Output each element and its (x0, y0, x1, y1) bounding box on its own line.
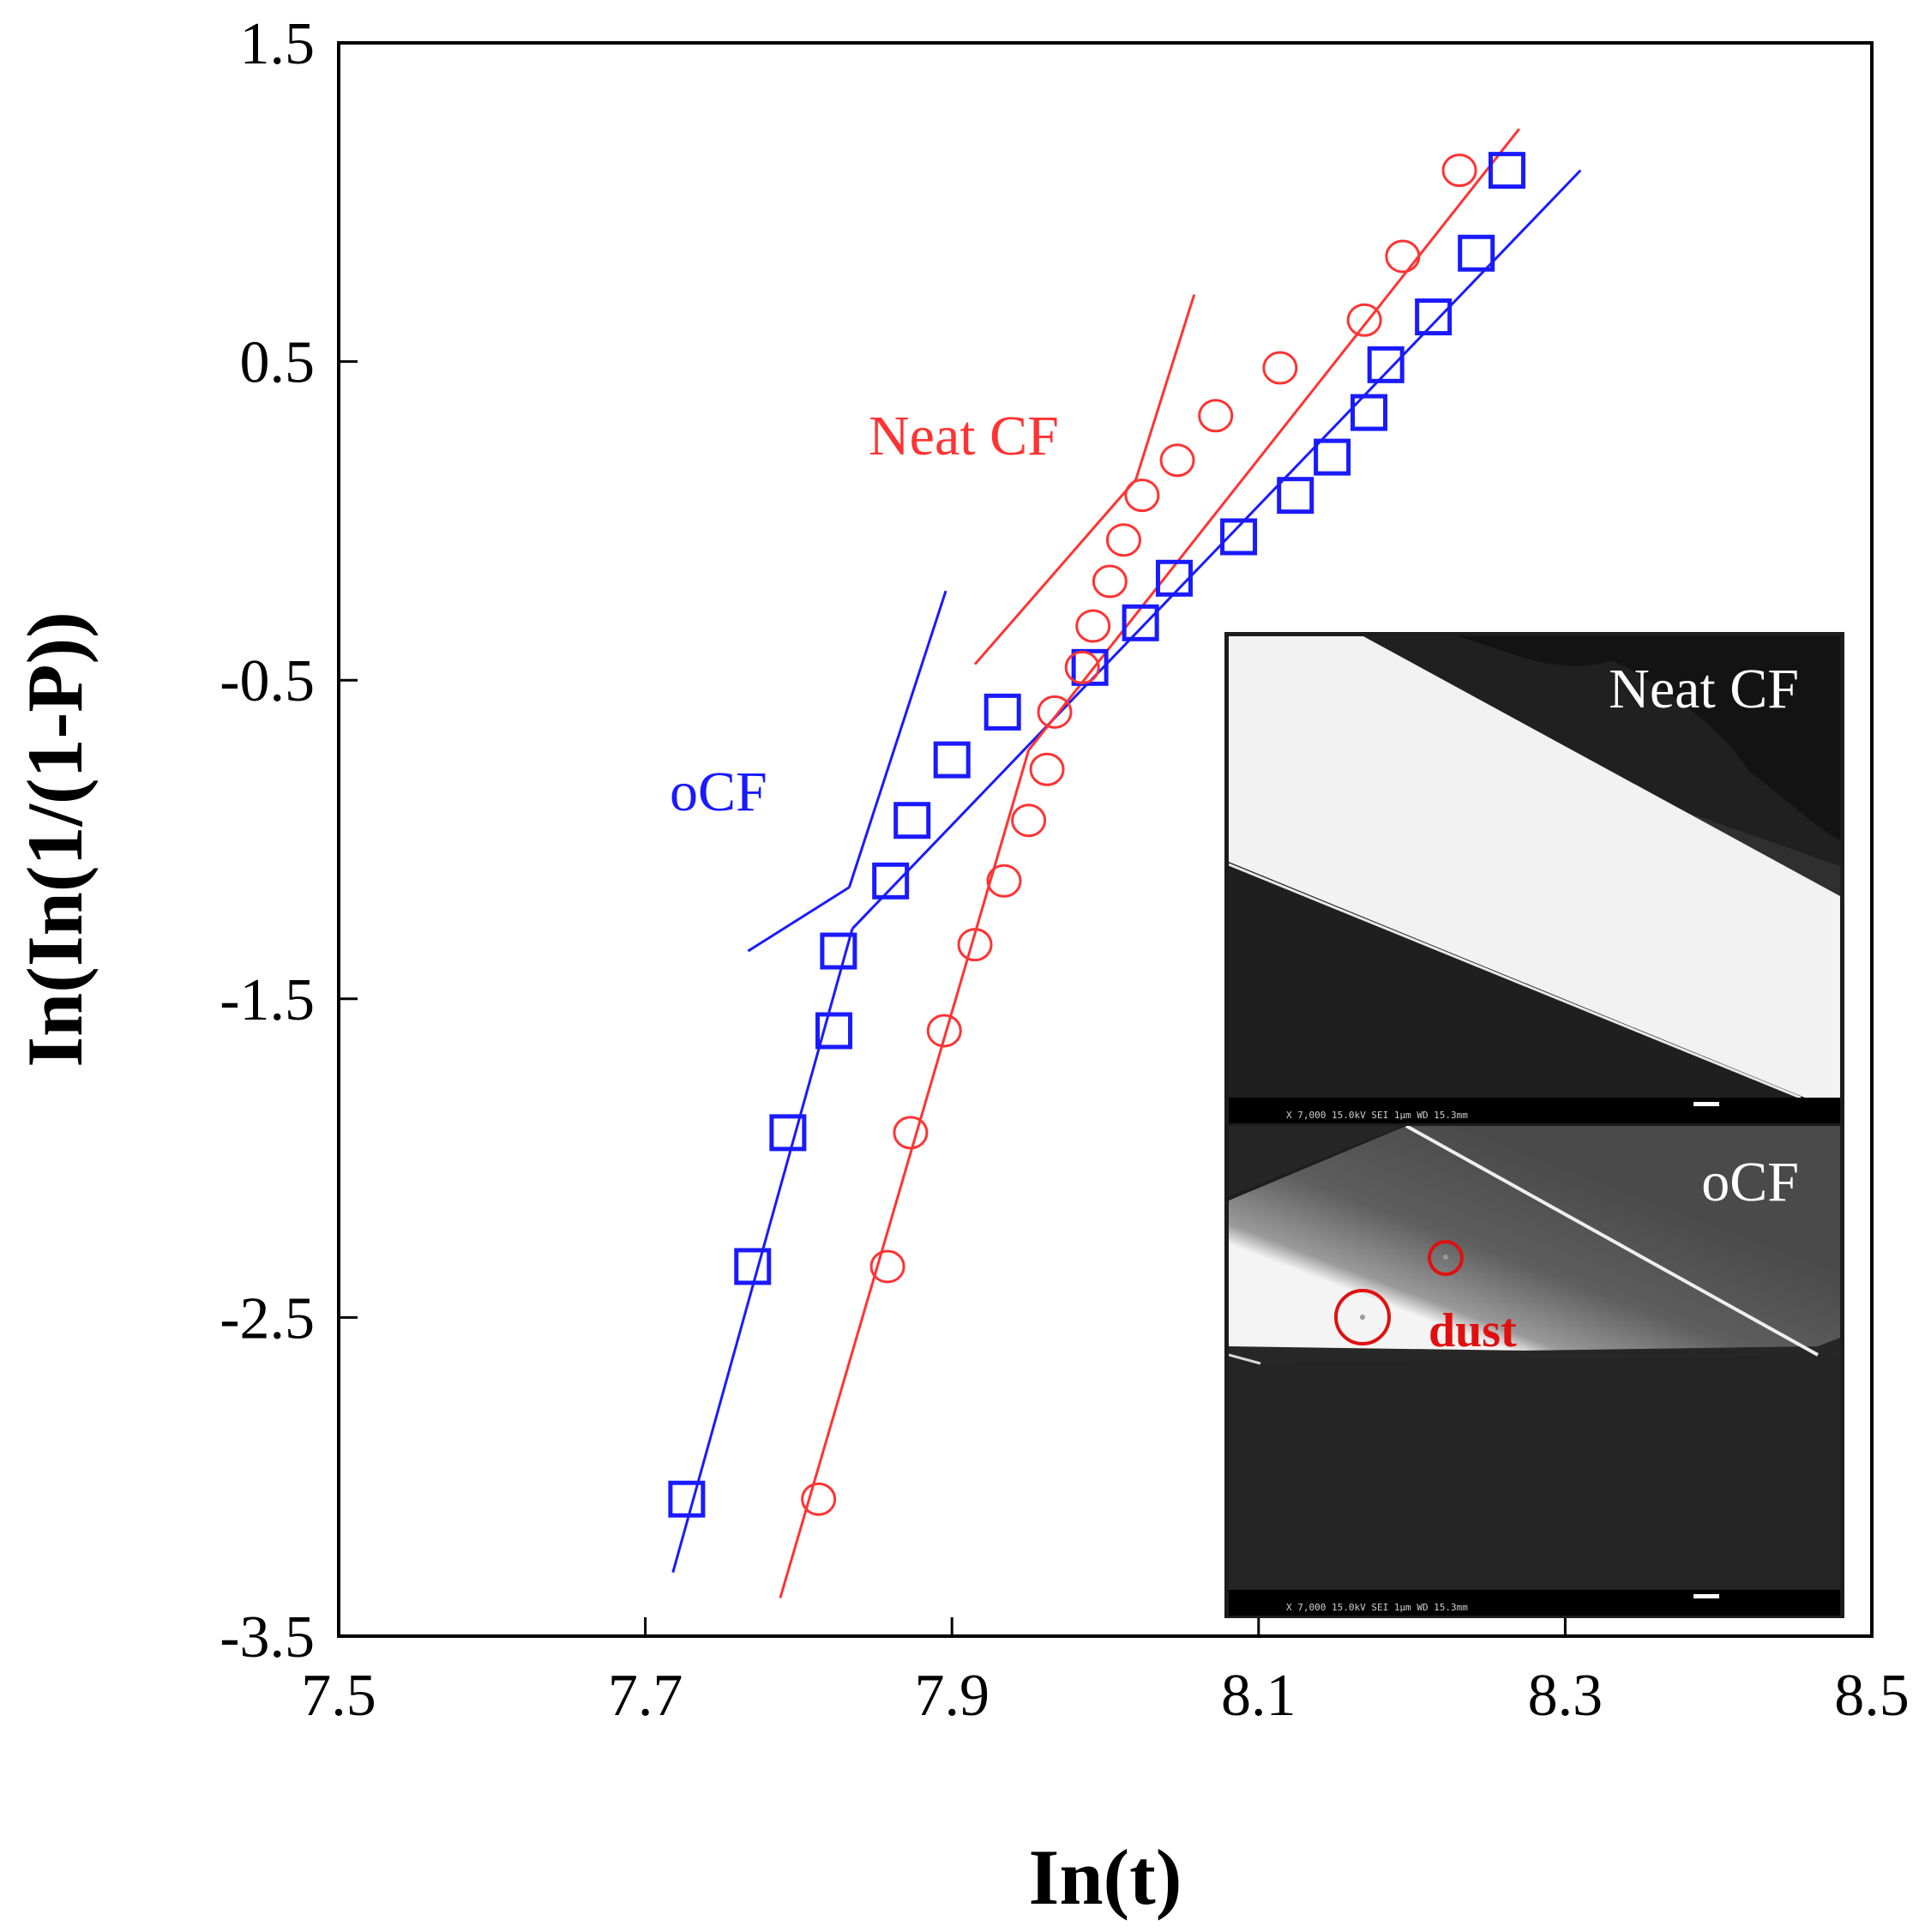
y-tick-label: -1.5 (220, 967, 315, 1033)
ocf-data-point (668, 1480, 706, 1518)
ocf-fit-line (851, 169, 1582, 930)
ocf-data-point (1314, 438, 1351, 476)
x-tick-label: 8.3 (1528, 1663, 1603, 1729)
sem-info-text-top: X 7,000 15.0kV SEI 1μm WD 15.3mm (1286, 1110, 1468, 1121)
neat-cf-data-point (1198, 399, 1234, 433)
neat-cf-data-point (1011, 803, 1047, 838)
neat-cf-fit-line (779, 749, 1031, 1598)
ocf-data-point (872, 862, 910, 900)
neat-cf-annotation: Neat CF (869, 405, 1059, 467)
dust-marker-small (1428, 1240, 1464, 1276)
y-axis-title: In(In(1/(1-P)) (11, 611, 99, 1068)
y-tick-label: -0.5 (220, 648, 315, 714)
x-tick-label: 7.9 (914, 1663, 990, 1729)
neat-cf-data-point (893, 1116, 929, 1150)
ocf-data-point (1071, 648, 1109, 686)
ocf-data-point (1415, 298, 1453, 336)
neat-cf-data-point (801, 1482, 837, 1516)
inset-label-neat-cf: Neat CF (1609, 658, 1799, 720)
ocf-data-point (1277, 477, 1314, 515)
sem-info-text-bottom: X 7,000 15.0kV SEI 1μm WD 15.3mm (1286, 1602, 1468, 1613)
ocf-data-point (820, 932, 857, 970)
plot-frame (337, 41, 1874, 1638)
neat-cf-data-point (986, 864, 1022, 898)
ocf-data-point (1351, 394, 1388, 431)
dust-label: dust (1429, 1304, 1517, 1357)
neat-cf-fit-line (1134, 294, 1196, 480)
neat-cf-data-point (1075, 609, 1111, 643)
neat-cf-data-point (1159, 443, 1195, 478)
inset-label-ocf: oCF (1701, 1151, 1799, 1213)
neat-cf-fit-line (973, 478, 1137, 665)
sem-image-neat-cf (1229, 636, 1840, 1098)
x-tick-label: 7.7 (608, 1663, 683, 1729)
x-tick-label: 8.5 (1834, 1663, 1910, 1729)
neat-cf-data-point (1346, 303, 1382, 337)
ocf-data-point (1155, 559, 1193, 597)
ocf-data-point (1488, 152, 1525, 190)
neat-cf-data-point (1092, 564, 1128, 599)
y-tick-label: -2.5 (220, 1285, 315, 1351)
neat-cf-data-point (869, 1249, 905, 1284)
neat-cf-data-point (1029, 752, 1065, 786)
ocf-data-point (815, 1012, 853, 1050)
y-tick-label: 1.5 (240, 11, 316, 77)
neat-cf-data-point (1037, 695, 1073, 729)
x-tick-label: 8.1 (1221, 1663, 1296, 1729)
ocf-data-point (769, 1114, 807, 1152)
ocf-data-point (893, 802, 931, 840)
data-markers (668, 152, 1525, 1518)
neat-cf-data-point (1441, 153, 1477, 188)
ocf-data-point (1122, 604, 1159, 641)
sem-info-bar-bottom (1229, 1590, 1840, 1616)
neat-cf-data-point (1064, 650, 1100, 684)
sem-info-bar-top (1229, 1098, 1840, 1123)
ocf-data-point (1367, 346, 1405, 383)
x-axis-title: In(t) (1029, 1833, 1182, 1921)
ocf-data-point (984, 693, 1021, 731)
y-axis-ticks: 1.5 0.5 -0.5 -1.5 -2.5 -3.5 (220, 11, 358, 1670)
neat-cf-data-point (1105, 523, 1141, 557)
ocf-data-point (734, 1248, 772, 1285)
x-tick-label: 7.5 (301, 1663, 376, 1729)
ocf-fit-line (747, 886, 851, 953)
ocf-fit-line (847, 590, 947, 888)
dust-marker-large (1334, 1289, 1391, 1345)
neat-cf-fit-line (1027, 128, 1520, 751)
neat-cf-data-point (1124, 478, 1160, 513)
y-tick-label: 0.5 (240, 330, 316, 396)
sem-inset: X 7,000 15.0kV SEI 1μm WD 15.3mm Neat CF… (1224, 632, 1844, 1618)
x-axis-ticks: 7.5 7.7 7.9 8.1 8.3 8.5 (301, 1617, 1910, 1729)
neat-cf-data-point (1262, 351, 1298, 385)
ocf-data-point (1220, 518, 1258, 556)
ocf-annotation: oCF (670, 761, 767, 823)
neat-cf-data-point (926, 1014, 962, 1048)
ocf-data-point (933, 741, 971, 779)
neat-cf-data-point (957, 928, 993, 962)
neat-cf-data-point (1385, 239, 1421, 274)
ocf-data-point (1458, 234, 1495, 272)
y-tick-label: -3.5 (220, 1604, 315, 1670)
